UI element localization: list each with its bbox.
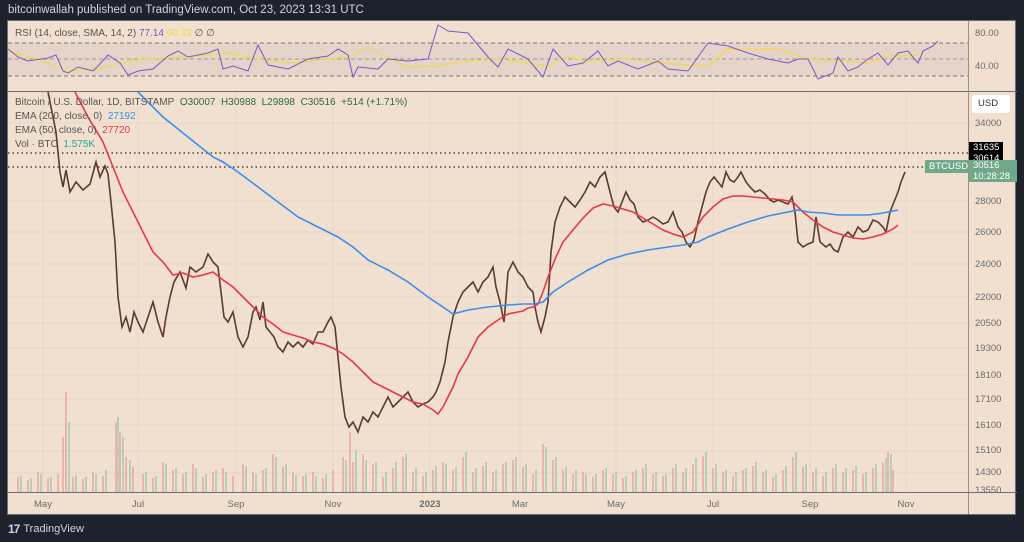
- ohlc-high: H30988: [221, 97, 257, 108]
- volume-label: Vol · BTC: [15, 139, 58, 150]
- price-tick: 22000: [975, 292, 1002, 303]
- price-tick: 20500: [975, 318, 1002, 329]
- price-tick: 26000: [975, 227, 1002, 238]
- price-axis[interactable]: 80.00 40.00 USD 34000 31635 30614 30516 …: [968, 21, 1017, 514]
- footer-brand[interactable]: 17 TradingView: [8, 522, 84, 536]
- rsi-legend: RSI (14, close, SMA, 14, 2) 77.14 60.32 …: [15, 27, 215, 41]
- volume-value: 1.575K: [63, 139, 96, 150]
- time-label: Jul: [706, 499, 720, 510]
- rsi-extra-2: ∅: [206, 28, 215, 39]
- time-label: May: [34, 499, 52, 510]
- brand-name: TradingView: [23, 523, 84, 535]
- price-tick: 14300: [975, 467, 1002, 478]
- rsi-plot: [8, 24, 968, 80]
- time-label: Jul: [131, 499, 145, 510]
- ema50-legend: EMA (50, close, 0) 27720: [15, 124, 407, 138]
- rsi-value: 77.14: [138, 28, 164, 39]
- time-label: Sep: [227, 499, 245, 510]
- chart-frame[interactable]: RSI (14, close, SMA, 14, 2) 77.14 60.32 …: [7, 20, 1017, 516]
- price-tick: 15100: [975, 445, 1002, 456]
- main-legend: Bitcoin / U.S. Dollar, 1D, BITSTAMP O300…: [15, 96, 407, 152]
- currency-button[interactable]: USD: [972, 95, 1010, 113]
- ohlc-change: +514 (+1.71%): [341, 97, 408, 108]
- time-label: Nov: [324, 499, 342, 510]
- price-pane[interactable]: Bitcoin / U.S. Dollar, 1D, BITSTAMP O300…: [8, 92, 973, 492]
- symbol-row: Bitcoin / U.S. Dollar, 1D, BITSTAMP O300…: [15, 96, 407, 110]
- marker-high-label: 31635: [969, 142, 1004, 153]
- price-tick: 19300: [975, 343, 1002, 354]
- time-label-year: 2023: [419, 499, 441, 510]
- ohlc-low: L29898: [261, 97, 295, 108]
- last-price: 30516: [973, 160, 1000, 171]
- price-tick: 16100: [975, 420, 1002, 431]
- time-label: Mar: [511, 499, 529, 510]
- time-label: Sep: [801, 499, 819, 510]
- ema200-value: 27192: [107, 111, 136, 122]
- marker-level-label: 30614: [969, 153, 1004, 164]
- ema200-label: EMA (200, close, 0): [15, 111, 103, 122]
- price-plot: [8, 92, 968, 492]
- volume-bars: [17, 392, 894, 492]
- ohlc-close: C30516: [300, 97, 336, 108]
- price-tick: 28000: [975, 196, 1002, 207]
- ema50-line: [74, 92, 899, 416]
- tradingview-logo-icon: 17: [8, 522, 20, 536]
- time-label: May: [607, 499, 625, 510]
- symbol-tag: BTCUSD: [925, 160, 973, 173]
- rsi-label: RSI (14, close, SMA, 14, 2): [15, 28, 137, 39]
- rsi-pane[interactable]: RSI (14, close, SMA, 14, 2) 77.14 60.32 …: [8, 21, 968, 92]
- ema200-legend: EMA (200, close, 0) 27192: [15, 110, 407, 124]
- rsi-tick-40: 40.00: [975, 61, 999, 72]
- ema50-label: EMA (50, close, 0): [15, 125, 97, 136]
- ema200-line: [137, 92, 899, 315]
- time-label: Nov: [897, 499, 915, 510]
- rsi-sma-value: 60.32: [166, 28, 192, 39]
- price-tick: 24000: [975, 259, 1002, 270]
- ohlc-open: O30007: [179, 97, 216, 108]
- price-tick: 17100: [975, 394, 1002, 405]
- ema50-value: 27720: [102, 125, 131, 136]
- rsi-extra-1: ∅: [194, 28, 204, 39]
- publisher-caption: bitcoinwallah published on TradingView.c…: [8, 4, 364, 16]
- volume-legend: Vol · BTC 1.575K: [15, 138, 407, 152]
- rsi-tick-80: 80.00: [975, 28, 999, 39]
- bar-countdown: 10:28:28: [973, 171, 1010, 182]
- symbol-name: Bitcoin / U.S. Dollar, 1D, BITSTAMP: [15, 97, 175, 108]
- price-tick: 13550: [975, 485, 1002, 496]
- price-tick: 34000: [975, 118, 1002, 129]
- time-axis[interactable]: May Jul Sep Nov 2023 Mar May Jul Sep Nov: [8, 492, 968, 516]
- price-tick: 18100: [975, 370, 1002, 381]
- last-price-label: 30516 10:28:28: [969, 160, 1017, 182]
